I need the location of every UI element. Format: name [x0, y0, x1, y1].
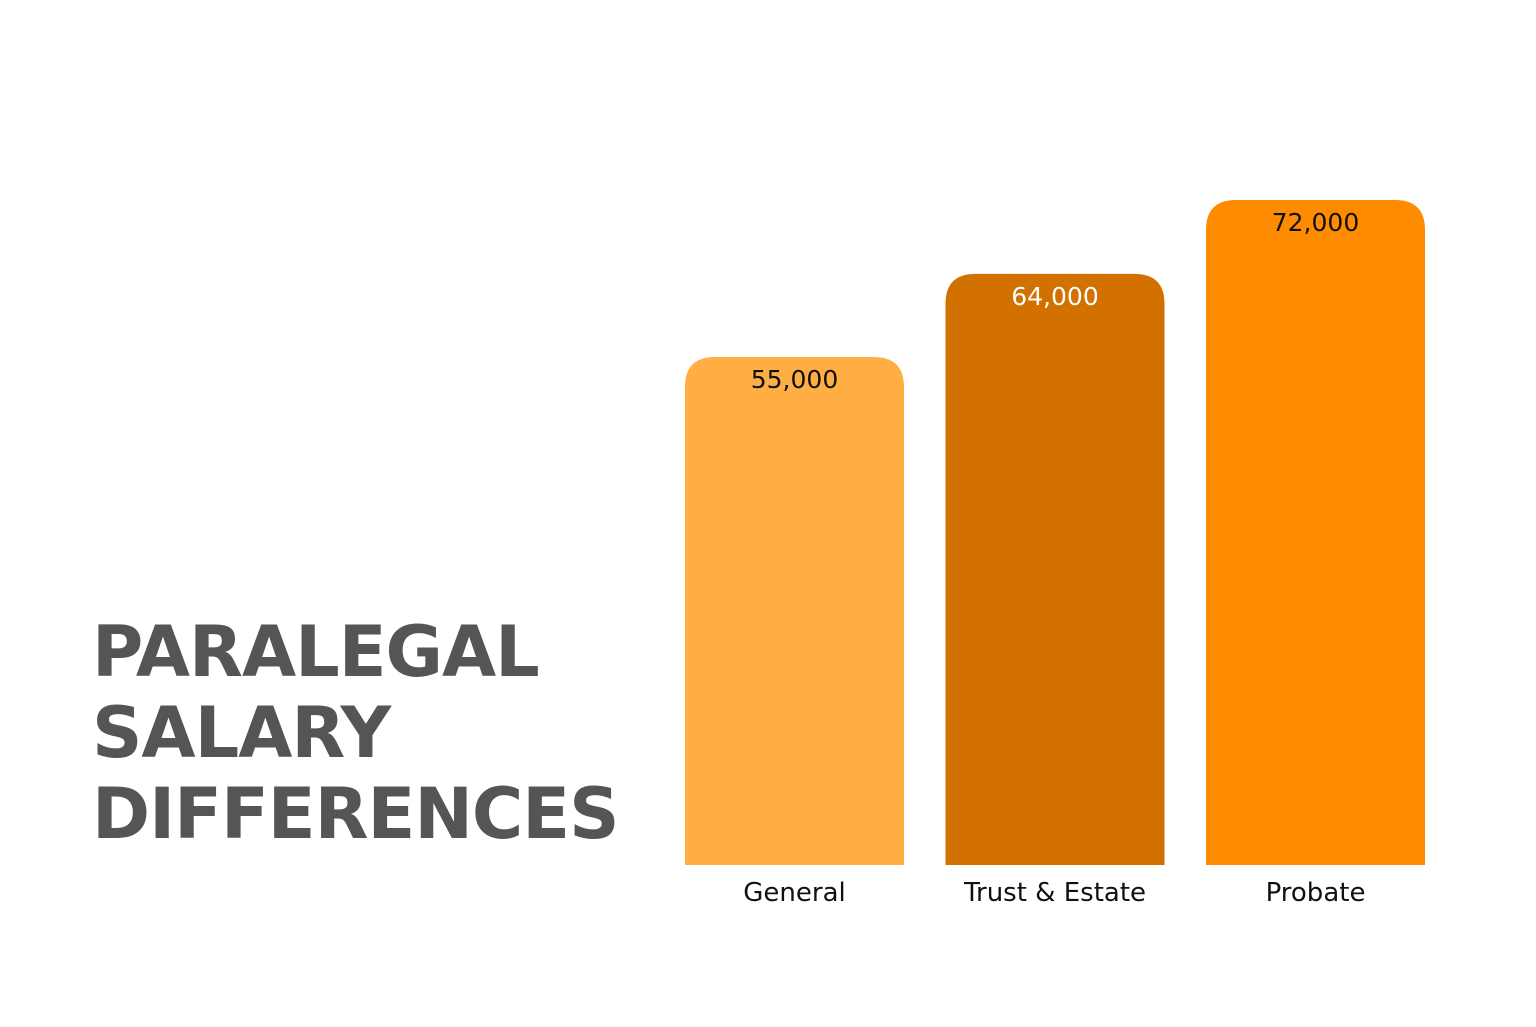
- title-line-1: PARALEGAL: [92, 611, 540, 693]
- value-label: 64,000: [1011, 282, 1098, 311]
- category-label: Trust & Estate: [963, 878, 1146, 908]
- bar-general: [685, 357, 904, 865]
- chart-title: PARALEGAL SALARY DIFFERENCES: [92, 611, 620, 855]
- title-line-3: DIFFERENCES: [92, 773, 620, 855]
- value-label: 55,000: [751, 365, 838, 394]
- category-label: Probate: [1266, 878, 1366, 908]
- value-label: 72,000: [1272, 208, 1359, 237]
- title-line-2: SALARY: [92, 692, 391, 774]
- bar-probate: [1206, 200, 1425, 865]
- bar-trust-estate: [945, 273, 1165, 865]
- category-label: General: [743, 878, 845, 908]
